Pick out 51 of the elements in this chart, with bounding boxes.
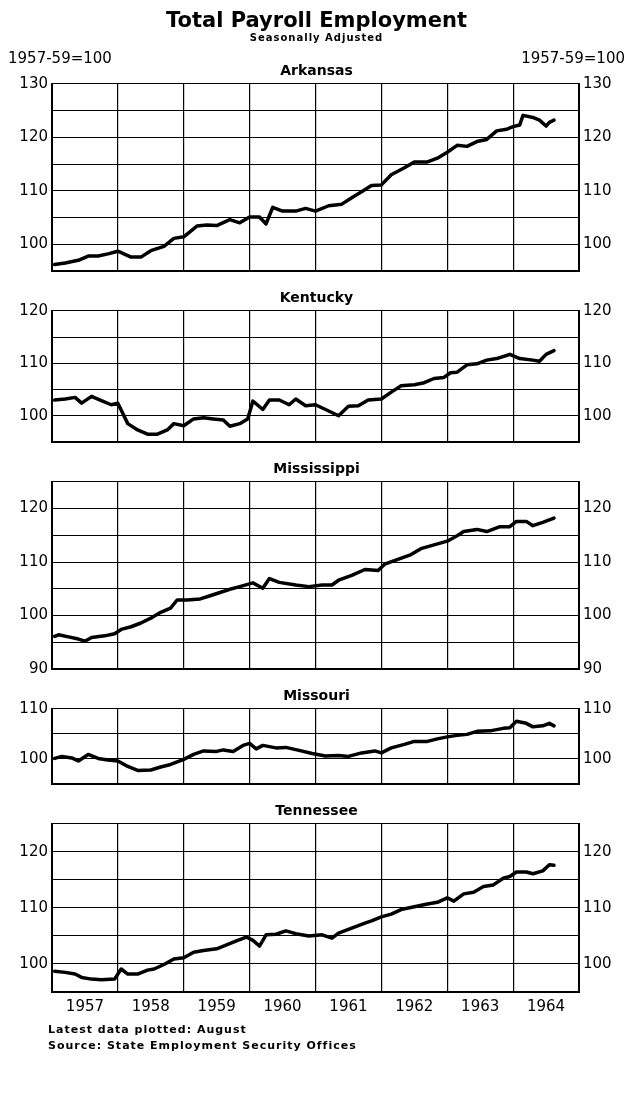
chart-title: Kentucky [279,289,354,306]
y-tick-label: 110 [19,353,48,372]
y2-tick-label: 110 [583,180,612,199]
y2-tick-label: 110 [583,551,612,570]
y-axis-title: 1957-59=100 [8,49,112,67]
y-tick-label: 100 [19,953,48,972]
y-tick-label: 120 [19,841,48,860]
y2-tick-label: 90 [583,658,603,677]
y-tick-label: 120 [19,498,48,517]
y-tick-label: 110 [19,551,48,570]
x-tick-label: 1960 [263,996,302,1015]
y2-tick-label: 130 [583,73,612,92]
y-tick-label: 130 [19,73,48,92]
y-tick-label: 110 [19,698,48,717]
y-tick-label: 100 [19,605,48,624]
chart-title: Missouri [283,687,350,704]
text: Latest data plotted: August [48,1022,248,1038]
x-tick-label: 1959 [197,996,236,1015]
x-tick-label: 1964 [526,996,566,1015]
y2-tick-label: 100 [583,234,612,253]
y2-tick-label: 110 [583,353,612,372]
y2-tick-label: 120 [583,127,612,146]
chart-title: Mississippi [273,460,360,477]
text: Total Payroll Employment [165,8,468,32]
y2-axis-title: 1957-59=100 [521,49,625,67]
y-tick-label: 120 [19,127,48,146]
y2-tick-label: 110 [583,698,612,717]
y-tick-label: 90 [28,658,48,677]
y2-tick-label: 100 [583,748,612,767]
y2-tick-label: 100 [583,953,612,972]
x-tick-label: 1963 [461,996,500,1015]
chart-title: Tennessee [275,802,358,819]
y-tick-label: 100 [19,405,48,424]
x-tick-label: 1962 [395,996,434,1015]
x-tick-label: 1958 [131,996,170,1015]
y-tick-label: 110 [19,180,48,199]
y-tick-label: 100 [19,748,48,767]
chart-title: Arkansas [280,62,353,79]
y2-tick-label: 120 [583,498,612,517]
source-note: Source: State Employment Security Offices [48,1038,358,1054]
text: Seasonally Adjusted [248,32,385,43]
y-tick-label: 110 [19,897,48,916]
x-tick-label: 1957 [65,996,105,1015]
y-tick-label: 120 [19,300,48,319]
y2-tick-label: 100 [583,405,612,424]
y-tick-label: 100 [19,234,48,253]
y2-tick-label: 120 [583,300,612,319]
y2-tick-label: 120 [583,841,612,860]
y2-tick-label: 100 [583,605,612,624]
x-tick-label: 1961 [329,996,368,1015]
y2-tick-label: 110 [583,897,612,916]
